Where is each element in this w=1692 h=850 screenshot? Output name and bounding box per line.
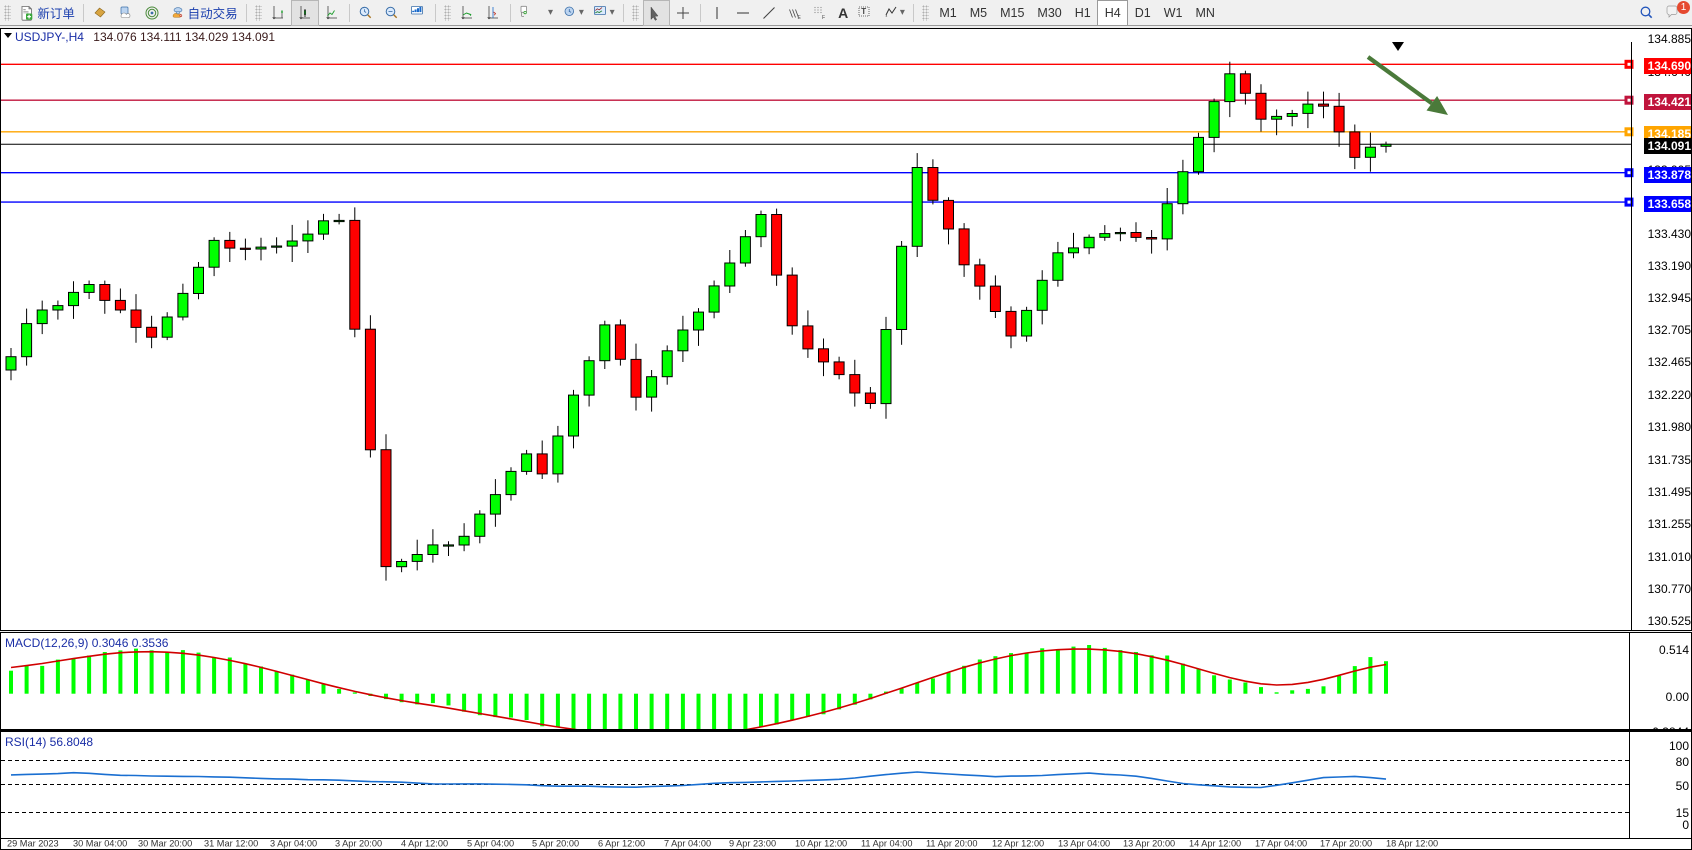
svg-text:T: T [861,7,866,16]
svg-text:E: E [797,15,801,21]
svg-text:F: F [822,15,825,21]
